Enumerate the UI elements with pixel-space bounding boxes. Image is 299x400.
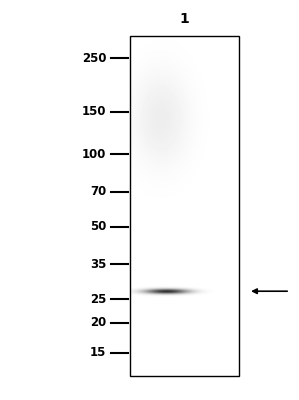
Text: 20: 20 [90,316,106,329]
Text: 15: 15 [90,346,106,359]
Text: 250: 250 [82,52,106,65]
Text: 1: 1 [180,12,190,26]
Text: 70: 70 [90,185,106,198]
Text: 35: 35 [90,258,106,270]
Text: 25: 25 [90,293,106,306]
Text: 150: 150 [82,106,106,118]
Text: 100: 100 [82,148,106,161]
Text: 50: 50 [90,220,106,233]
